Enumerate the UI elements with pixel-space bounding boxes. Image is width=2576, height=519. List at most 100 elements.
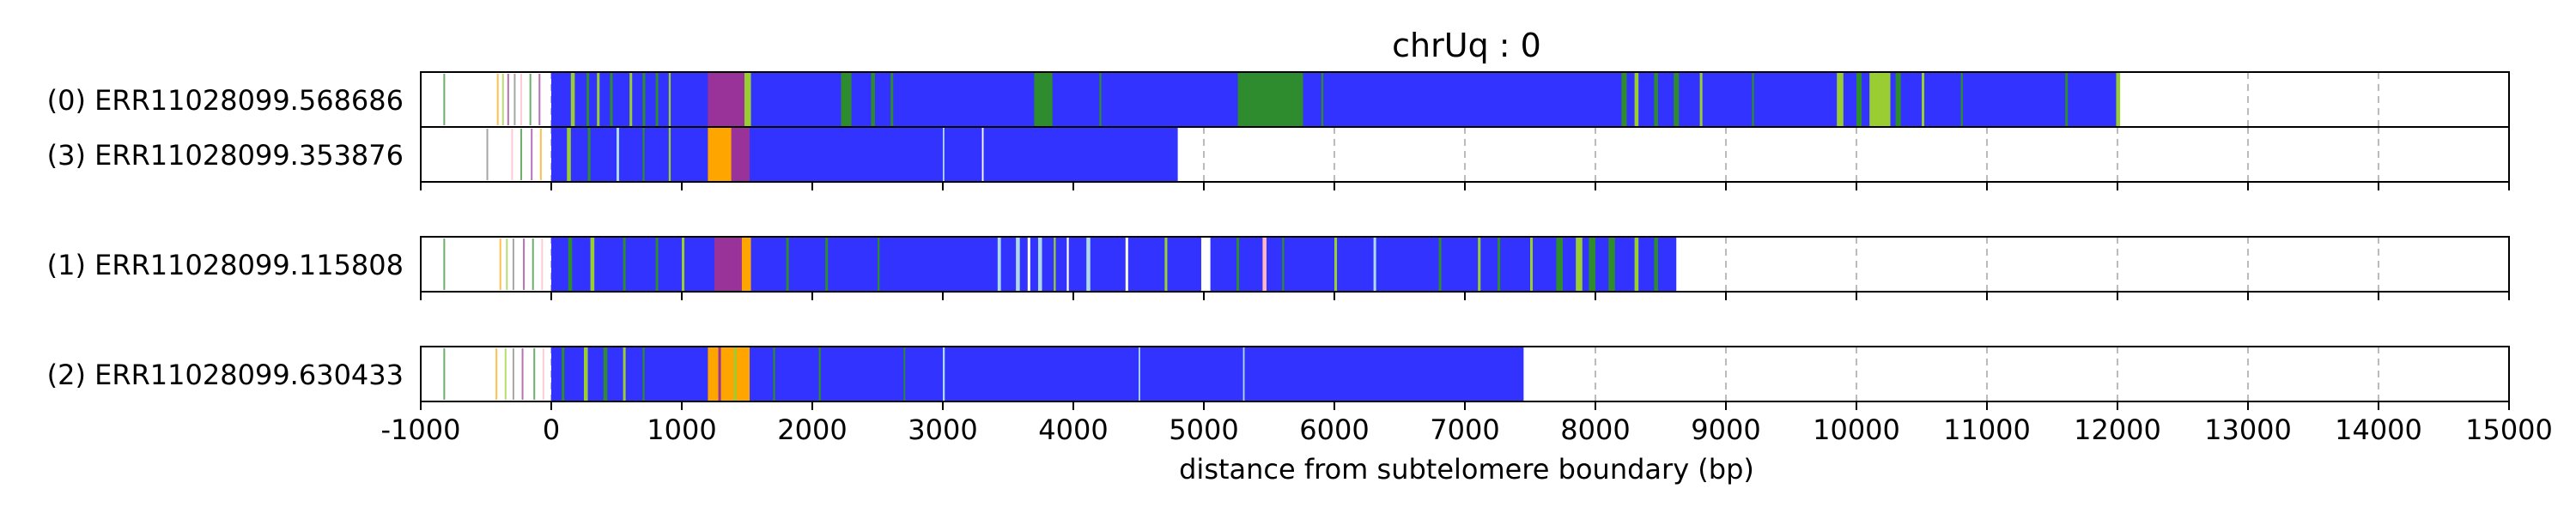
read-segment <box>1556 237 1563 292</box>
read-segment <box>1498 237 1501 292</box>
read-segment <box>1752 72 1754 127</box>
read-segment <box>642 72 646 127</box>
read-segment <box>562 347 565 401</box>
x-tick-label: 0 <box>543 413 560 446</box>
read-segment <box>623 347 626 401</box>
read-segment <box>943 127 945 182</box>
read-segment <box>590 237 595 292</box>
x-tick-label: 1000 <box>647 413 716 446</box>
read-segment <box>551 347 1524 401</box>
x-tick-label: 4000 <box>1038 413 1108 446</box>
read-segment <box>731 127 750 182</box>
row-label: (3) ERR11028099.353876 <box>47 139 404 172</box>
read-segment <box>841 72 852 127</box>
read-segment <box>890 72 894 127</box>
read-segment <box>584 347 588 401</box>
x-tick-label: 5000 <box>1169 413 1238 446</box>
read-segment <box>1262 237 1267 292</box>
read-segment <box>1054 237 1056 292</box>
x-axis-label: distance from subtelomere boundary (bp) <box>1179 453 1754 486</box>
x-tick-label: 9000 <box>1691 413 1760 446</box>
read-segment <box>1334 237 1338 292</box>
read-segment <box>1373 237 1376 292</box>
read-segment <box>2065 72 2069 127</box>
read-segment <box>1066 237 1069 292</box>
read-segment <box>586 72 590 127</box>
read-segment <box>1960 72 1963 127</box>
read-segment <box>610 72 613 127</box>
plot-layer: (0) ERR11028099.568686 (3) ERR11028099.35… <box>47 71 2553 446</box>
row-label: (2) ERR11028099.630433 <box>47 359 404 391</box>
read-segment <box>655 72 659 127</box>
read-segment <box>1037 237 1042 292</box>
read-segment <box>718 347 721 401</box>
x-tick-label: 15000 <box>2465 413 2553 446</box>
read-segment <box>1922 72 1925 127</box>
chart-title: chrUq : 0 <box>1392 27 1541 64</box>
read-segment <box>714 237 742 292</box>
read-segment <box>1608 237 1615 292</box>
x-tick-label: -1000 <box>381 413 461 446</box>
read-segment <box>1164 237 1168 292</box>
read-segment <box>943 347 945 401</box>
read-segment <box>997 237 1001 292</box>
read-segment <box>1589 237 1595 292</box>
x-tick-label: 11000 <box>1943 413 2031 446</box>
read-segment <box>871 72 875 127</box>
read-segment <box>1895 72 1901 127</box>
x-tick-label: 7000 <box>1430 413 1499 446</box>
read-segment <box>1125 237 1128 292</box>
read-segment <box>1086 237 1091 292</box>
read-segment <box>682 237 685 292</box>
read-segment <box>623 237 626 292</box>
read-segment <box>570 72 575 127</box>
x-tick-label: 8000 <box>1560 413 1630 446</box>
read-segment <box>1634 72 1639 127</box>
read-segment <box>1621 72 1627 127</box>
read-segment <box>1869 72 1891 127</box>
read-segment <box>597 72 600 127</box>
read-segment <box>1699 72 1703 127</box>
x-tick-label: 6000 <box>1299 413 1369 446</box>
read-segment <box>629 72 633 127</box>
read-segment <box>1027 237 1030 292</box>
row-label: (1) ERR11028099.115808 <box>47 249 404 281</box>
read-segment <box>1282 237 1285 292</box>
read-segment <box>744 72 751 127</box>
read-segment <box>708 72 744 127</box>
read-segment <box>1237 72 1303 127</box>
read-segment <box>1034 72 1053 127</box>
read-segment <box>1438 237 1442 292</box>
read-segment <box>1242 347 1245 401</box>
x-tick-label: 12000 <box>2074 413 2161 446</box>
x-tick-label: 3000 <box>908 413 977 446</box>
read-segment <box>1576 237 1583 292</box>
read-segment <box>1200 237 1211 292</box>
read-segment <box>668 72 671 127</box>
read-segment <box>2116 72 2121 127</box>
read-segment <box>603 347 608 401</box>
read-segment <box>568 237 573 292</box>
read-segment <box>567 127 571 182</box>
read-segment <box>1478 237 1481 292</box>
read-segment <box>1236 237 1240 292</box>
read-segment <box>668 127 671 182</box>
read-segment <box>708 347 750 401</box>
x-tick-label: 10000 <box>1813 413 1900 446</box>
read-segment <box>786 237 789 292</box>
x-tick-label: 13000 <box>2204 413 2292 446</box>
read-segment <box>642 347 645 401</box>
read-segment <box>551 127 1178 182</box>
read-segment <box>1674 72 1680 127</box>
read-segment <box>741 237 751 292</box>
read-segment <box>733 347 737 401</box>
read-segment <box>708 127 732 182</box>
read-segment <box>617 127 620 182</box>
read-segment <box>655 237 659 292</box>
read-segment <box>1654 237 1658 292</box>
read-segment <box>1016 237 1020 292</box>
read-segment <box>1530 237 1534 292</box>
read-segment <box>1856 72 1862 127</box>
